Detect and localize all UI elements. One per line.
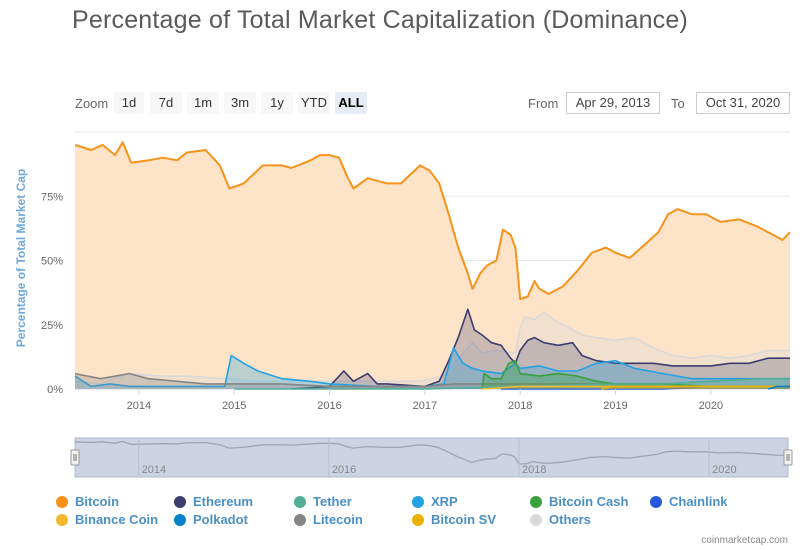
legend-item-chainlink[interactable]: Chainlink [650, 494, 728, 509]
zoom-button-3m[interactable]: 3m [224, 92, 256, 114]
y-tick-label: 50% [41, 256, 63, 268]
legend-label: Ethereum [193, 494, 253, 509]
legend-marker [412, 514, 424, 526]
zoom-button-7d[interactable]: 7d [150, 92, 182, 114]
legend-label: Others [549, 512, 591, 527]
legend-label: Tether [313, 494, 352, 509]
navigator-series-line [74, 440, 789, 465]
legend-item-litecoin[interactable]: Litecoin [294, 512, 363, 527]
bitcoin-area [75, 142, 790, 389]
navigator-mask [74, 437, 789, 478]
bitcoin-sv-line [601, 385, 790, 390]
ethereum-line [291, 308, 790, 390]
legend: Bitcoin Ethereum Tether XRP Bitcoin Cash Chai… [56, 494, 796, 534]
legend-marker [530, 496, 542, 508]
y-tick-label: 75% [41, 191, 63, 203]
zoom-label: Zoom [75, 96, 109, 111]
legend-marker [294, 514, 306, 526]
legend-label: Litecoin [313, 512, 363, 527]
legend-marker [650, 496, 662, 508]
zoom-button-1d[interactable]: 1d [114, 92, 144, 114]
navigator[interactable]: 2014 2016 2018 2020 [70, 437, 793, 478]
legend-item-binance-coin[interactable]: Binance Coin [56, 512, 158, 527]
y-tick-label: 25% [41, 320, 63, 332]
zoom-button-1y[interactable]: 1y [261, 92, 293, 114]
legend-marker [56, 514, 68, 526]
legend-item-bitcoin-cash[interactable]: Bitcoin Cash [530, 494, 628, 509]
legend-marker [294, 496, 306, 508]
legend-marker [174, 514, 186, 526]
y-axis-label: Percentage of Total Market Cap [14, 169, 28, 348]
x-tick-label: 2015 [222, 400, 246, 412]
navigator-handle-right[interactable] [783, 449, 793, 466]
legend-item-ethereum[interactable]: Ethereum [174, 494, 253, 509]
y-tick-label: 0% [47, 384, 63, 396]
bitcoin-cash-area [482, 360, 790, 389]
credit-text: coinmarketcap.com [701, 535, 788, 546]
zoom-button-1m[interactable]: 1m [187, 92, 219, 114]
to-label: To [671, 96, 685, 111]
from-date-input[interactable]: Apr 29, 2013 [566, 92, 660, 114]
dominance-chart: 0% 25% 50% 75% 2014 2015 2016 2017 2018 2019 2020… [14, 131, 793, 478]
xrp-line [74, 347, 790, 388]
x-tick-label: 2017 [413, 400, 437, 412]
x-tick-label: 2016 [317, 400, 341, 412]
legend-item-polkadot[interactable]: Polkadot [174, 512, 248, 527]
x-tick-label: 2019 [603, 400, 627, 412]
x-tick-label: 2018 [508, 400, 532, 412]
legend-item-tether[interactable]: Tether [294, 494, 352, 509]
bitcoin-line [74, 141, 791, 301]
legend-label: Polkadot [193, 512, 248, 527]
navigator-tick-label: 2016 [332, 464, 356, 476]
legend-label: Bitcoin SV [431, 512, 497, 527]
x-tick-label: 2014 [127, 400, 151, 412]
from-label: From [528, 96, 559, 111]
litecoin-area [75, 373, 790, 389]
navigator-handle-left[interactable] [70, 449, 80, 466]
legend-marker [174, 496, 186, 508]
legend-label: Binance Coin [75, 512, 159, 527]
legend-item-xrp[interactable]: XRP [412, 494, 458, 509]
others-area [75, 311, 790, 389]
zoom-button-ytd[interactable]: YTD [298, 92, 330, 114]
legend-marker [530, 514, 542, 526]
ethereum-area [291, 309, 790, 389]
tether-line [234, 377, 790, 390]
legend-label: Chainlink [669, 494, 728, 509]
legend-item-bitcoin-sv[interactable]: Bitcoin SV [412, 512, 496, 527]
to-date-input[interactable]: Oct 31, 2020 [696, 92, 790, 114]
y-axis-ticks: 0% 25% 50% 75% [41, 191, 63, 396]
x-tick-label: 2020 [699, 400, 723, 412]
series-areas [74, 141, 791, 390]
navigator-tick-label: 2014 [142, 464, 166, 476]
legend-item-bitcoin[interactable]: Bitcoin [56, 494, 119, 509]
legend-item-others[interactable]: Others [530, 512, 591, 527]
legend-marker [56, 496, 68, 508]
others-line [74, 311, 790, 385]
legend-label: Bitcoin [75, 494, 120, 509]
legend-label: XRP [431, 494, 458, 509]
navigator-tick-label: 2018 [522, 464, 546, 476]
legend-marker [412, 496, 424, 508]
legend-label: Bitcoin Cash [549, 494, 629, 509]
xrp-area [75, 347, 790, 389]
zoom-button-all[interactable]: ALL [335, 92, 367, 114]
chart-title: Percentage of Total Market Capitalizatio… [72, 6, 688, 34]
x-axis-ticks: 2014 2015 2016 2017 2018 2019 2020 [127, 389, 723, 412]
polkadot-line [767, 385, 790, 390]
navigator-tick-label: 2020 [712, 464, 736, 476]
